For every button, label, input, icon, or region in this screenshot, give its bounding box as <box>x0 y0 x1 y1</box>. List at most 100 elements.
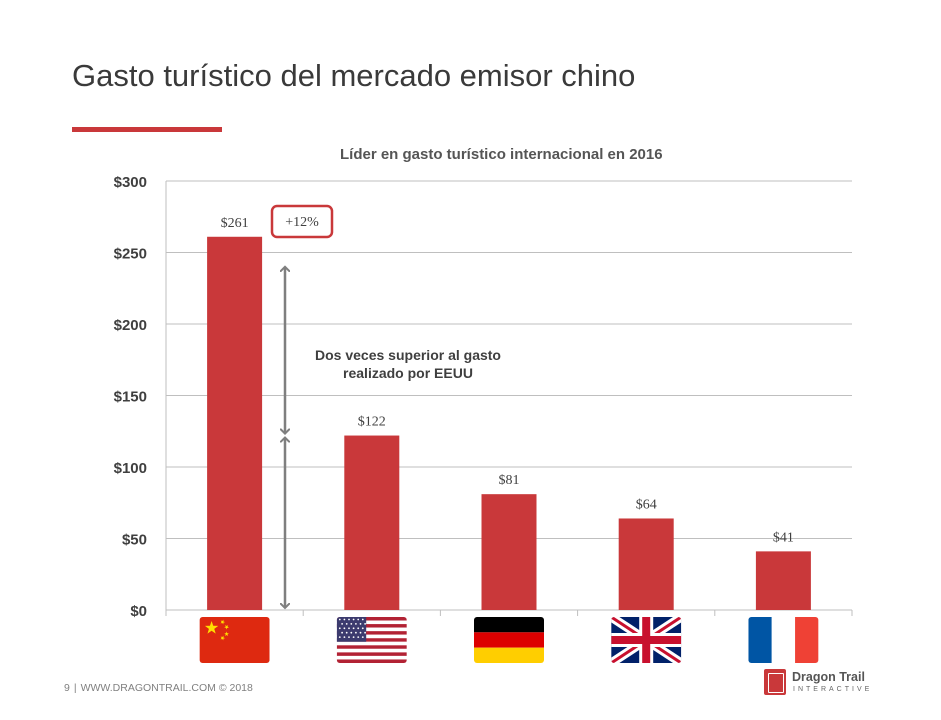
flag-star-dot <box>352 636 355 638</box>
slide-title: Gasto turístico del mercado emisor chino <box>72 58 636 93</box>
y-tick-label: $200 <box>114 317 147 334</box>
flag-star-dot <box>355 623 357 625</box>
flag-star-dot <box>341 623 343 625</box>
flag-star-dot <box>359 623 362 625</box>
dragon-trail-logo-icon <box>764 669 786 695</box>
flag-stripe <box>336 638 407 642</box>
arrow-annotation-line1: Dos veces superior al gasto <box>315 347 501 363</box>
flag-body <box>611 617 682 663</box>
footer-site: WWW.DRAGONTRAIL.COM © 2018 <box>80 682 253 694</box>
flag-star-dot <box>345 623 348 625</box>
growth-badge-label: +12% <box>285 215 319 230</box>
flag-stripe <box>336 620 407 625</box>
flag-stripe <box>336 624 407 628</box>
flag-star-dot <box>352 618 355 621</box>
flag-star-dot <box>348 618 350 621</box>
flag-star-dot <box>357 618 360 621</box>
arrow-annotation-line2: realizado por EEUU <box>343 365 473 381</box>
title-underline <box>72 127 222 132</box>
flag-stripe <box>336 655 407 660</box>
flag-star-dot <box>364 631 366 634</box>
uk-flag-icon <box>611 617 682 663</box>
flag-body <box>336 617 407 663</box>
france-flag-icon <box>748 617 819 663</box>
flag-body <box>474 617 544 663</box>
china-flag-icon <box>199 617 270 663</box>
flag-stripe <box>336 652 407 656</box>
bar-china <box>207 236 263 610</box>
slide-footer: 9 | WWW.DRAGONTRAIL.COM © 2018 <box>64 682 253 694</box>
flag-star-dot <box>350 631 353 634</box>
flag-star-dot <box>364 623 366 625</box>
bar-alemania <box>481 494 537 610</box>
flag-band <box>474 632 544 648</box>
bar-reino-unido <box>618 518 674 610</box>
flag-band <box>474 617 544 633</box>
flag-star-dot <box>338 618 341 621</box>
y-tick-label: $150 <box>114 389 147 406</box>
flag-star-dot <box>338 636 341 638</box>
germany-flag-icon <box>474 617 544 663</box>
y-tick-label: $50 <box>122 532 147 549</box>
flag-star-dot <box>355 631 357 634</box>
flag-star-dot <box>361 618 364 621</box>
flag-star-dot <box>359 631 362 634</box>
flag-stripe <box>336 627 407 632</box>
flag-star <box>220 635 226 641</box>
flag-stripe <box>336 631 407 635</box>
flag-star-dot <box>357 627 360 630</box>
chart-title: Líder en gasto turístico internacional e… <box>340 146 663 163</box>
flag-star-dot <box>345 631 348 634</box>
bar-eeuu <box>344 435 400 610</box>
flag-star-dot <box>348 627 350 630</box>
data-label: $41 <box>773 530 794 545</box>
flag-stripe <box>336 634 407 639</box>
logo-name: Dragon Trail <box>792 670 865 684</box>
bar-francia <box>755 551 811 610</box>
dragon-trail-logo: Dragon Trail INTERACTIVE <box>764 668 876 698</box>
flag-band <box>795 617 819 663</box>
flag-star <box>220 619 226 625</box>
flag-star-dot <box>343 618 346 621</box>
flag-star-dot <box>341 631 343 634</box>
flag-star-dot <box>352 627 355 630</box>
y-tick-label: $0 <box>130 603 147 620</box>
flag-stripe <box>336 648 407 653</box>
flag-star-dot <box>361 636 364 638</box>
flag-star-dot <box>350 623 353 625</box>
flag-field <box>199 617 270 663</box>
flag-body <box>748 617 819 663</box>
flag-stripe <box>336 617 407 621</box>
data-label: $64 <box>636 497 657 512</box>
y-tick-label: $300 <box>114 174 147 191</box>
flag-stripe <box>336 641 407 646</box>
usa-flag-icon <box>336 617 407 663</box>
flag-body <box>199 617 270 663</box>
y-tick-label: $100 <box>114 460 147 477</box>
flag-star <box>204 621 219 634</box>
flag-band <box>771 617 796 663</box>
footer-separator: | <box>73 682 77 694</box>
data-label: $122 <box>358 415 386 430</box>
flag-star-dot <box>348 636 350 638</box>
flag-canton <box>336 617 367 642</box>
flag-stripe <box>336 645 407 649</box>
flag-band <box>748 617 772 663</box>
flag-band <box>474 647 544 663</box>
logo-subtitle: INTERACTIVE <box>793 686 873 693</box>
growth-badge <box>270 204 334 239</box>
flag-star <box>224 631 229 637</box>
flag-star <box>224 624 229 630</box>
flag-star-dot <box>357 636 360 638</box>
page-number: 9 <box>64 682 70 694</box>
flag-stripe <box>336 659 407 663</box>
y-tick-label: $250 <box>114 246 147 263</box>
data-label: $261 <box>221 216 249 231</box>
flag-star-dot <box>343 627 346 630</box>
flag-star-dot <box>343 636 346 638</box>
flag-cross-red <box>611 636 682 644</box>
flag-star-dot <box>361 627 364 630</box>
flag-star-dot <box>338 627 341 630</box>
data-label: $81 <box>499 473 520 488</box>
